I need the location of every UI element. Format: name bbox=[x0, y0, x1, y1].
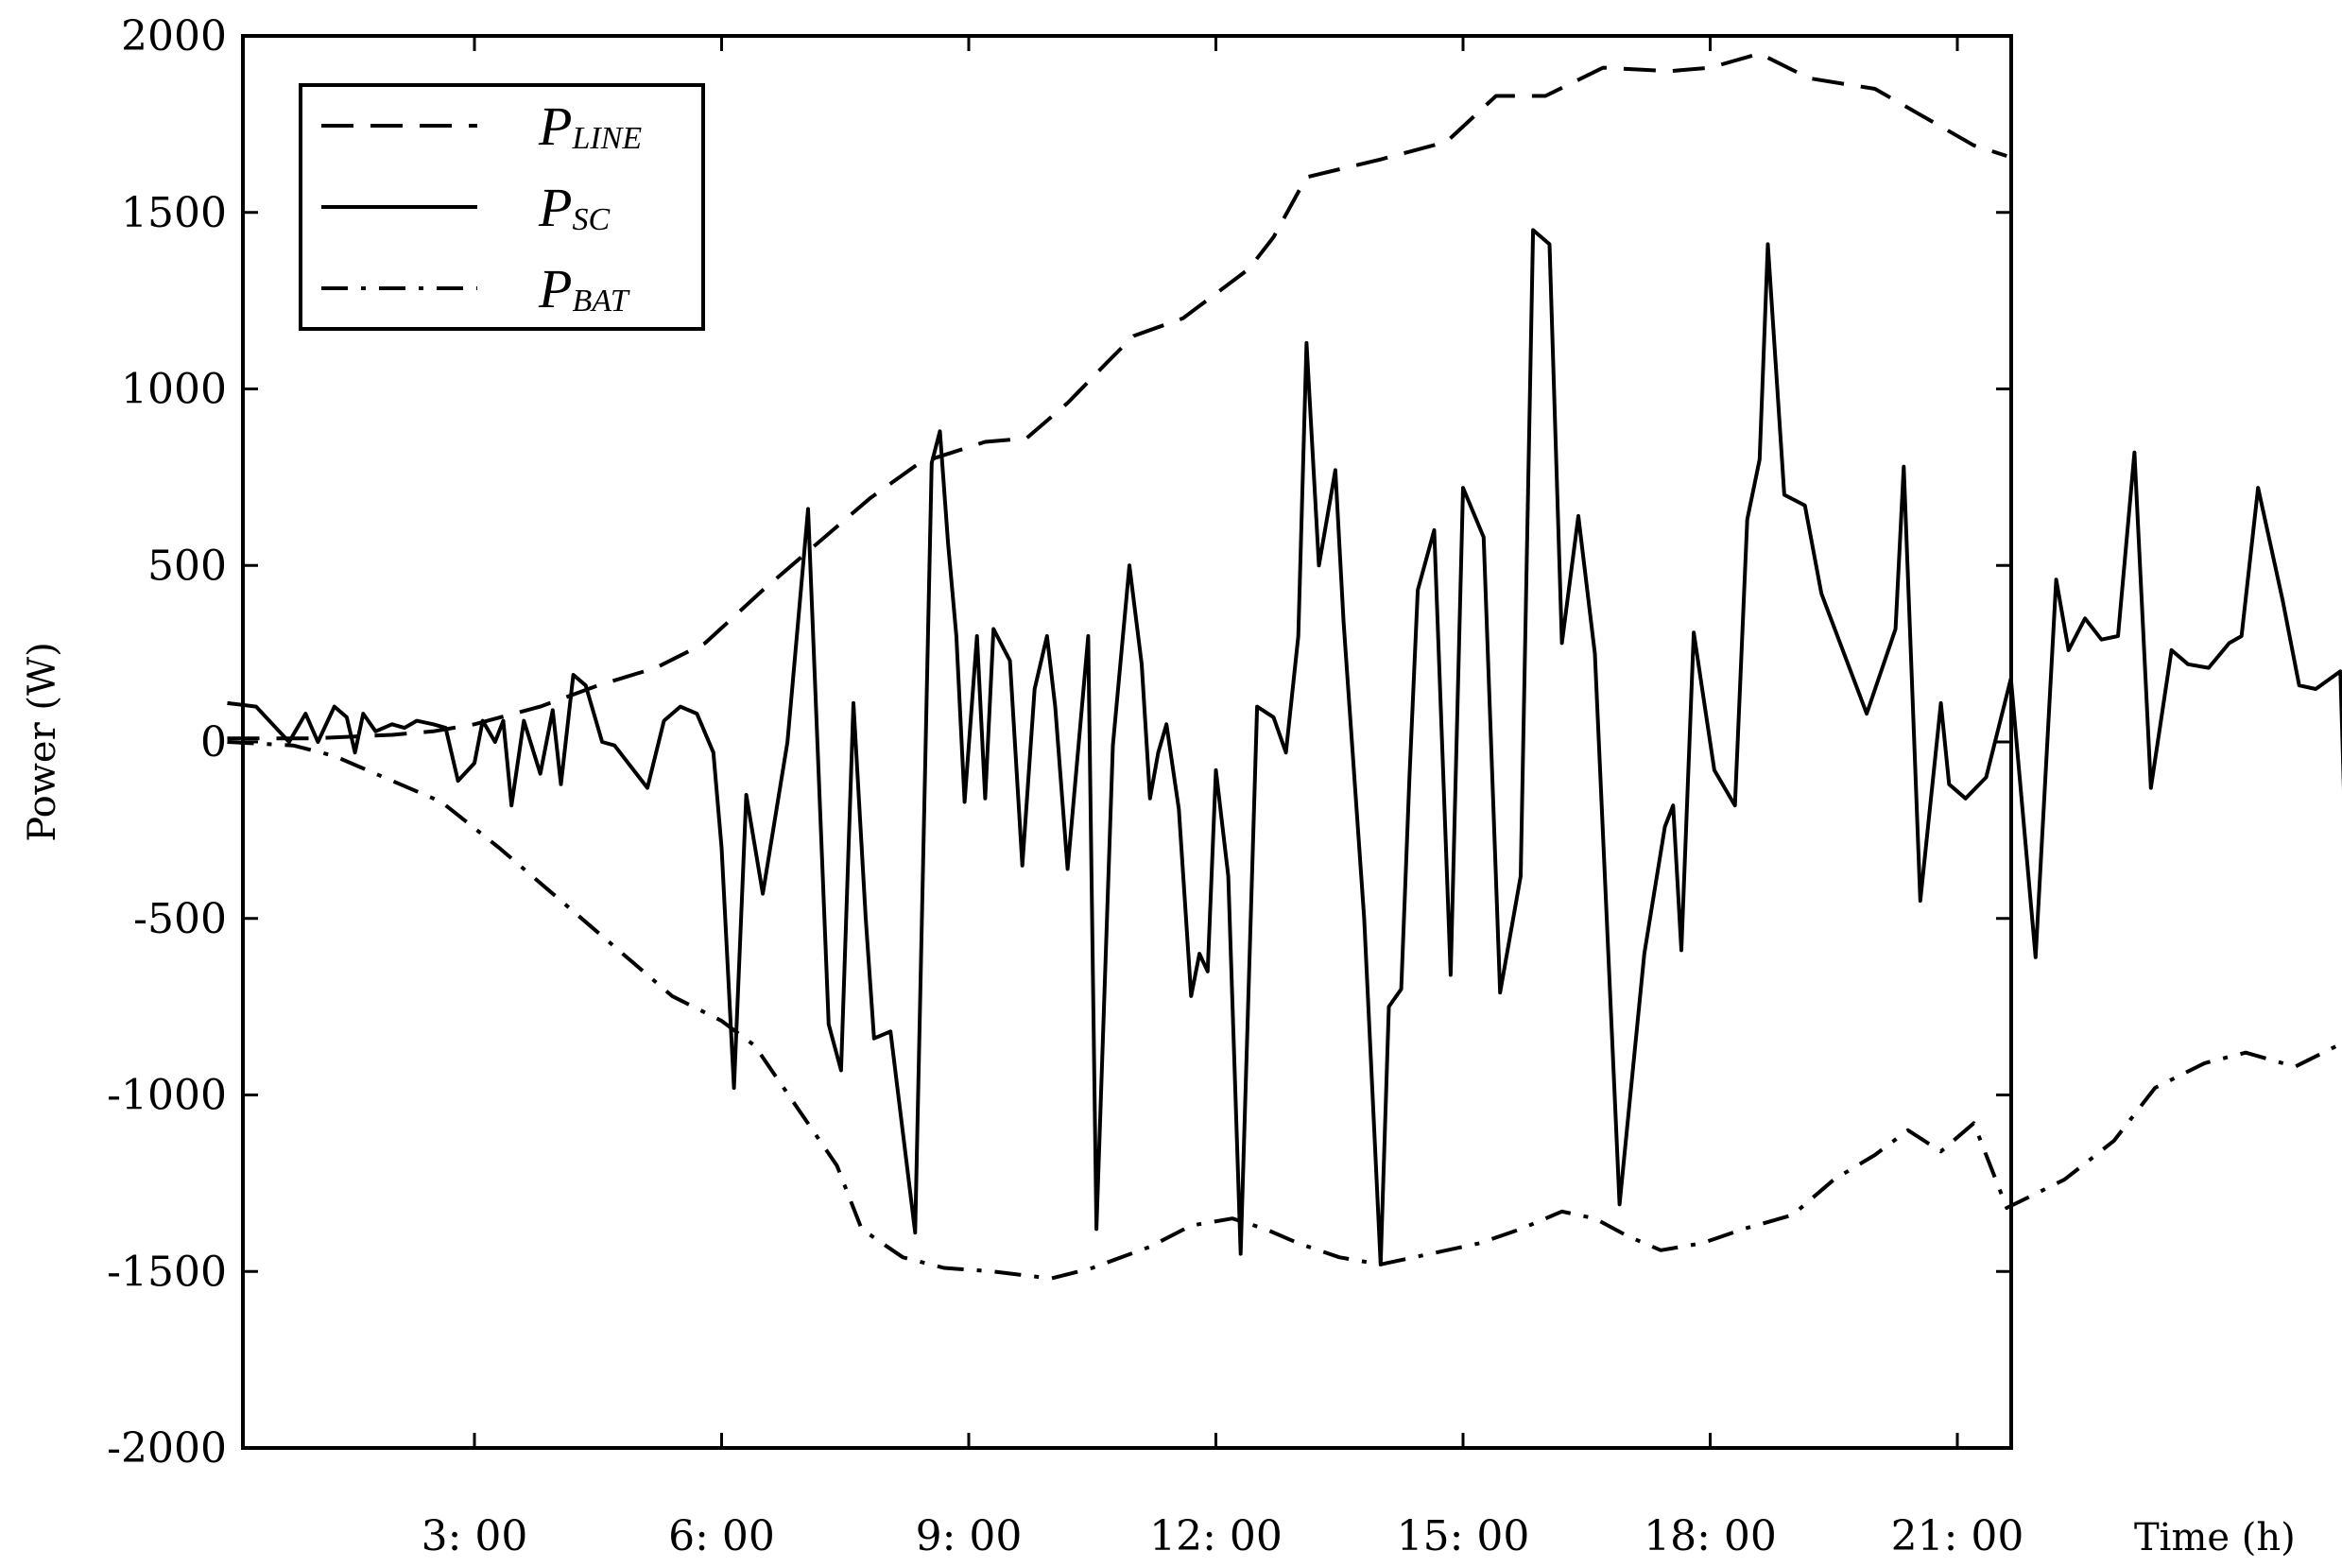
y-tick-label: -2000 bbox=[107, 1424, 227, 1473]
x-axis-ticks: 3: 00 6: 00 9: 00 12: 00 15: 00 18: 00 21: 00 bbox=[422, 36, 2024, 1560]
x-tick-label: 18: 00 bbox=[1644, 1512, 1777, 1560]
x-tick-label: 12: 00 bbox=[1149, 1512, 1283, 1560]
legend-label-base: P bbox=[538, 177, 572, 238]
x-axis-label: Time (h) bbox=[2134, 1516, 2296, 1559]
x-tick-label: 21: 00 bbox=[1891, 1512, 2024, 1560]
legend-label-psc: PSC bbox=[538, 177, 610, 238]
series-line-pline bbox=[227, 51, 2007, 741]
x-tick-label: 6: 00 bbox=[668, 1512, 775, 1560]
legend-label-subscript: LINE bbox=[571, 121, 642, 156]
legend-label-base: P bbox=[538, 258, 572, 319]
legend-label-pline: PLINE bbox=[538, 95, 642, 157]
y-axis-ticks: 2000 1500 1000 500 0 -500 -1000 -1500 -2000 bbox=[107, 12, 2011, 1473]
y-tick-label: -1500 bbox=[107, 1248, 227, 1296]
y-tick-label: -500 bbox=[133, 895, 227, 943]
legend-label-pbat: PBAT bbox=[538, 258, 630, 319]
y-tick-label: 1000 bbox=[121, 366, 227, 414]
x-tick-label: 9: 00 bbox=[916, 1512, 1023, 1560]
series-line-pbat bbox=[227, 740, 2342, 1281]
x-tick-label: 15: 00 bbox=[1397, 1512, 1530, 1560]
y-tick-label: 500 bbox=[147, 542, 227, 590]
series-line-psc bbox=[227, 228, 2342, 1266]
y-tick-label: 0 bbox=[200, 718, 227, 767]
y-tick-label: -1000 bbox=[107, 1072, 227, 1120]
legend-label-base: P bbox=[538, 95, 572, 157]
legend-label-subscript: SC bbox=[572, 202, 610, 237]
series-layer bbox=[227, 51, 2342, 1281]
legend-label-subscript: BAT bbox=[572, 284, 629, 319]
x-tick-label: 3: 00 bbox=[422, 1512, 528, 1560]
y-axis-label: Power (W) bbox=[21, 642, 64, 841]
y-tick-label: 1500 bbox=[121, 189, 227, 237]
y-tick-label: 2000 bbox=[121, 12, 227, 60]
